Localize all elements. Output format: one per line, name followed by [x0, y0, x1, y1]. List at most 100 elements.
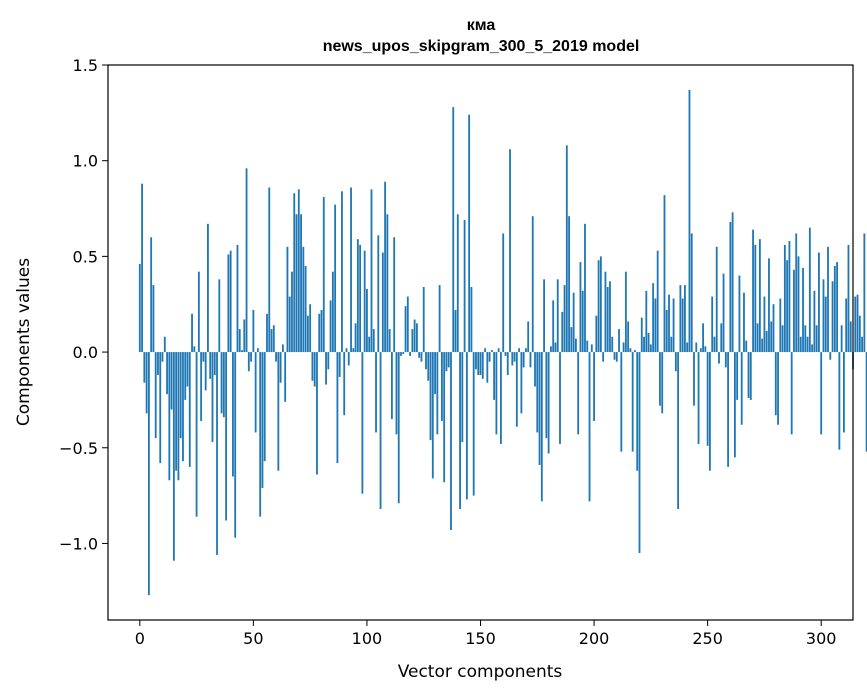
bar-15 — [172, 352, 175, 561]
bar-145 — [468, 114, 471, 353]
bar-201 — [595, 315, 598, 353]
bar-141 — [459, 352, 461, 509]
bar-151 — [481, 352, 484, 379]
bar-304 — [829, 352, 832, 360]
bar-127 — [427, 352, 430, 381]
bar-2 — [143, 352, 146, 383]
bar-226 — [652, 283, 655, 353]
bar-261 — [731, 212, 734, 353]
bar-198 — [588, 352, 591, 502]
bar-243 — [690, 233, 693, 353]
bar-65 — [286, 246, 289, 353]
bar-78 — [316, 352, 318, 475]
bar-203 — [599, 256, 602, 353]
bar-280 — [774, 352, 777, 416]
bar-142 — [461, 352, 464, 443]
bar-300 — [820, 352, 823, 435]
bar-137 — [450, 352, 452, 531]
bar-152 — [484, 348, 486, 353]
bar-306 — [833, 265, 836, 353]
bar-298 — [815, 325, 818, 353]
bar-10 — [161, 352, 164, 362]
bar-99 — [363, 250, 366, 353]
bar-303 — [827, 246, 829, 353]
bar-167 — [518, 348, 521, 353]
bar-163 — [509, 149, 511, 353]
bar-61 — [277, 352, 280, 471]
bar-279 — [772, 304, 775, 353]
bar-86 — [334, 204, 337, 353]
bar-91 — [345, 348, 348, 353]
bar-172 — [529, 352, 532, 368]
bar-235 — [672, 298, 675, 353]
bar-95 — [354, 323, 357, 353]
bar-149 — [477, 352, 480, 376]
bar-266 — [743, 292, 745, 353]
bar-239 — [681, 298, 684, 353]
bar-27 — [200, 352, 203, 421]
bar-25 — [195, 352, 198, 517]
bar-195 — [581, 290, 584, 353]
bar-0 — [138, 264, 141, 353]
bar-81 — [322, 197, 325, 353]
bar-74 — [306, 315, 309, 353]
bar-29 — [204, 352, 207, 391]
bar-168 — [520, 352, 523, 414]
bar-136 — [447, 352, 450, 368]
bar-165 — [513, 352, 516, 362]
bar-202 — [597, 260, 600, 353]
bar-241 — [686, 342, 689, 353]
bar-143 — [463, 220, 466, 353]
bar-66 — [288, 296, 291, 353]
bar-305 — [831, 281, 834, 353]
bar-108 — [384, 181, 387, 353]
bar-262 — [733, 352, 736, 458]
bar-114 — [397, 352, 400, 504]
bar-153 — [486, 352, 489, 383]
bar-26 — [197, 271, 200, 353]
bar-96 — [356, 239, 359, 353]
bar-191 — [572, 292, 575, 353]
bar-184 — [556, 279, 559, 353]
bar-101 — [368, 336, 371, 353]
bar-223 — [645, 290, 648, 353]
bar-39 — [227, 254, 230, 353]
bar-164 — [511, 352, 514, 366]
bar-48 — [247, 352, 250, 372]
bar-62 — [279, 352, 282, 383]
bar-93 — [350, 187, 352, 353]
x-tick-label: 150 — [465, 629, 496, 648]
bar-6 — [152, 285, 155, 353]
bar-160 — [502, 233, 505, 353]
bar-69 — [295, 214, 298, 353]
bar-24 — [193, 346, 196, 353]
bar-182 — [552, 300, 555, 353]
bar-211 — [618, 329, 620, 353]
bar-18 — [179, 352, 182, 439]
bar-318 — [861, 336, 863, 353]
bar-76 — [311, 352, 314, 381]
bar-107 — [381, 252, 384, 353]
bar-269 — [749, 352, 752, 400]
bar-295 — [808, 227, 811, 353]
bar-110 — [388, 329, 391, 353]
bar-254 — [715, 246, 718, 353]
bar-115 — [400, 352, 402, 356]
y-axis-ticks: −1.0 −0.5 0.0 0.5 1.0 1.5 — [59, 56, 108, 553]
bar-82 — [325, 352, 327, 385]
bar-3 — [145, 352, 148, 414]
bar-207 — [609, 281, 611, 353]
chart-title-line-2: news_upos_skipgram_300_5_2019 model — [323, 38, 640, 55]
bar-171 — [527, 321, 530, 353]
bar-293 — [804, 325, 807, 353]
bar-129 — [431, 352, 434, 479]
bar-84 — [329, 300, 332, 353]
bar-277 — [768, 258, 770, 353]
bar-205 — [604, 271, 607, 353]
y-tick-label: −0.5 — [59, 439, 98, 458]
bar-1 — [141, 183, 143, 353]
bar-135 — [445, 352, 448, 372]
y-tick-label: 0.0 — [73, 343, 98, 362]
bar-224 — [647, 332, 650, 353]
